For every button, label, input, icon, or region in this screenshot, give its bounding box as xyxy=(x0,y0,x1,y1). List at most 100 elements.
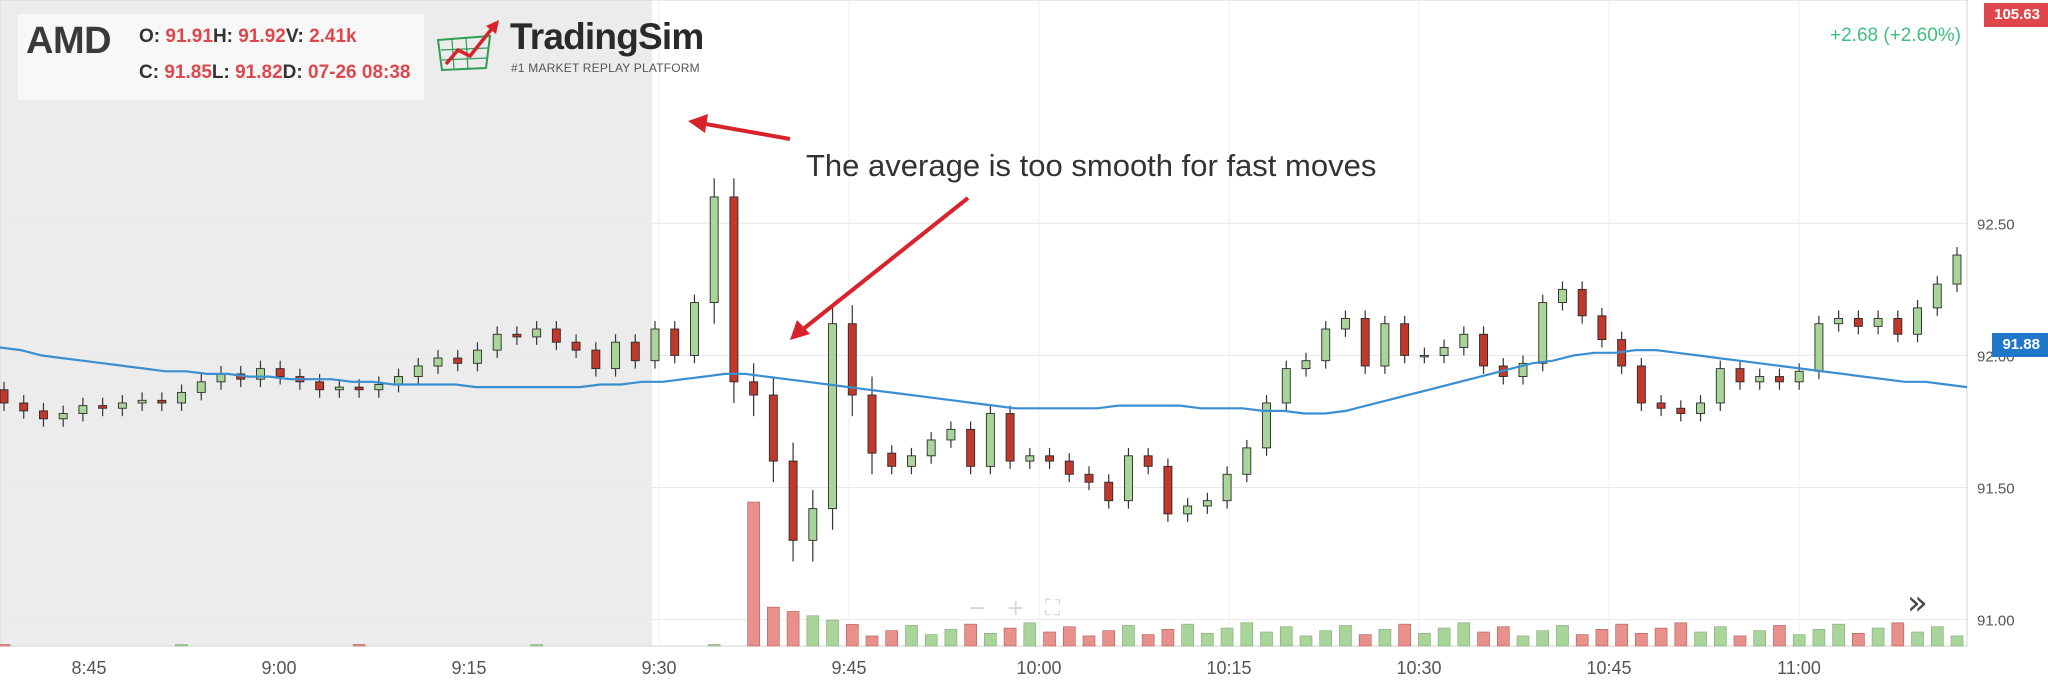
candle-down xyxy=(571,341,581,351)
volume-bar xyxy=(352,644,366,647)
x-tick-label: 10:45 xyxy=(1586,658,1631,678)
candle-down xyxy=(788,460,798,541)
volume-bar xyxy=(1832,623,1845,647)
volume-bar xyxy=(1654,627,1668,647)
candle-up xyxy=(1222,473,1232,502)
candle-down xyxy=(630,341,640,362)
volume-bar xyxy=(1536,630,1550,647)
premarket-shading xyxy=(0,0,652,646)
volume-bar xyxy=(964,623,977,647)
candle-up xyxy=(137,399,147,404)
candle-up xyxy=(1755,376,1765,383)
volume-bar xyxy=(530,644,543,647)
x-tick-label: 10:30 xyxy=(1396,658,1441,678)
candle-up xyxy=(1834,317,1844,325)
zoom-in-button[interactable]: + xyxy=(1006,596,1025,621)
volume-bar xyxy=(1595,629,1609,647)
volume-bar xyxy=(1141,634,1155,647)
candle-up xyxy=(413,365,423,378)
candles xyxy=(0,178,1962,562)
x-tick-label: 10:00 xyxy=(1016,658,1061,678)
volume-bar xyxy=(1457,622,1471,647)
x-tick-label: 8:45 xyxy=(71,658,106,678)
x-tick-label: 9:00 xyxy=(261,658,296,678)
candle-down xyxy=(1775,376,1784,383)
candle-down xyxy=(1360,317,1370,367)
candle-up xyxy=(1558,288,1567,304)
candle-down xyxy=(551,328,561,343)
candle-up xyxy=(1715,368,1725,404)
ohlc-row-2: C: 91.85L: 91.82D: 07-26 08:38 xyxy=(139,62,411,83)
x-tick-label: 9:15 xyxy=(451,658,486,678)
volume-bar xyxy=(1279,626,1293,647)
volume-value: 2.41k xyxy=(309,26,357,47)
arrow-to-average xyxy=(800,196,970,332)
volume-bar xyxy=(1398,623,1411,647)
volume-bar xyxy=(1477,631,1490,647)
candle-up xyxy=(1518,362,1528,378)
volume-bar xyxy=(1358,634,1372,647)
candle-up xyxy=(1321,328,1331,362)
volume-bar xyxy=(826,619,839,647)
chart-plot-area-border xyxy=(0,0,1968,647)
candle-up xyxy=(177,391,186,404)
candle-up xyxy=(58,413,68,420)
volume-bar xyxy=(1713,626,1727,647)
candle-up xyxy=(907,455,916,467)
candle-up xyxy=(1952,254,1962,285)
candle-up xyxy=(433,357,443,367)
volume-bar xyxy=(1062,626,1076,647)
candle-up xyxy=(1281,368,1291,404)
volume-bar xyxy=(1102,630,1116,647)
candle-up xyxy=(216,373,226,383)
candle-down xyxy=(315,381,325,391)
open-value: 91.91 xyxy=(165,26,213,47)
arrowhead-spike xyxy=(688,114,708,133)
candle-up xyxy=(650,328,660,362)
candle-up xyxy=(532,328,542,338)
candle-up xyxy=(1242,447,1252,475)
volume-bar xyxy=(1181,623,1194,647)
candle-down xyxy=(157,399,167,404)
symbol-label: AMD xyxy=(26,20,112,62)
volume-bar xyxy=(944,629,958,647)
candle-down xyxy=(453,357,463,364)
candle-down xyxy=(275,368,285,378)
fast-forward-button[interactable]: » xyxy=(1907,583,1928,623)
candle-up xyxy=(985,413,995,467)
candle-down xyxy=(1104,481,1114,502)
candle-down xyxy=(1045,455,1054,462)
candle-up xyxy=(117,402,127,409)
candle-down xyxy=(0,389,9,404)
candle-up xyxy=(196,381,206,393)
candle-up xyxy=(828,323,837,510)
tradingsim-logo-icon xyxy=(436,20,499,72)
zoom-out-button[interactable]: − xyxy=(968,596,987,621)
candle-down xyxy=(670,328,680,356)
candle-up xyxy=(926,439,936,457)
time-axis[interactable]: 8:45 9:00 9:15 9:30 9:45 10:00 10:15 10:30 10:45… xyxy=(71,658,1820,678)
fit-screen-button[interactable]: ⛶ xyxy=(1044,596,1061,621)
brand-tagline: #1 MARKET REPLAY PLATFORM xyxy=(511,61,700,75)
candle-down xyxy=(1676,407,1686,414)
volume-bar xyxy=(1930,626,1944,647)
candle-up xyxy=(394,376,403,385)
volume-bar xyxy=(747,501,760,647)
candle-down xyxy=(1163,465,1173,515)
volume-bar xyxy=(1911,631,1924,647)
y-tick-label: 92.50 xyxy=(1977,216,2015,233)
volume-bar xyxy=(1556,625,1569,647)
volume-bar xyxy=(845,624,859,647)
volume-bar xyxy=(1201,633,1214,647)
x-tick-label: 10:15 xyxy=(1206,658,1251,678)
candle-down xyxy=(1597,315,1607,341)
volume-bar xyxy=(806,615,820,647)
volume-bar xyxy=(1161,629,1175,647)
annotation-text: The average is too smooth for fast moves xyxy=(806,148,1377,183)
candle-down xyxy=(98,405,108,409)
top-price-badge: 105.63 xyxy=(1984,3,2048,27)
candle-down xyxy=(847,323,857,396)
